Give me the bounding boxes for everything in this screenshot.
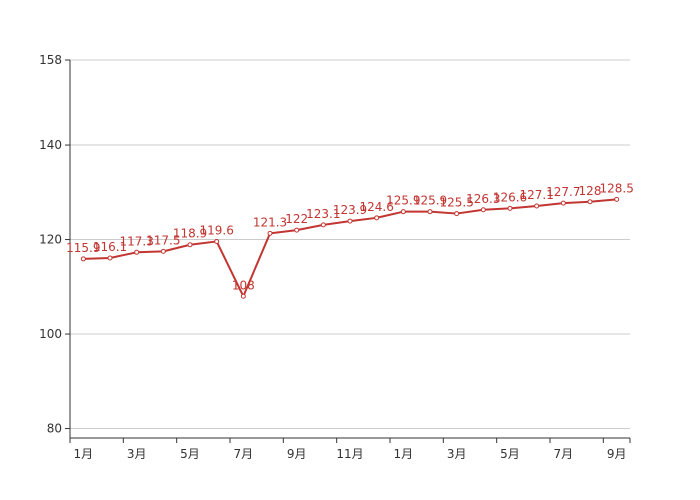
x-tick-label: 1月: [394, 447, 414, 461]
data-point: [454, 211, 460, 217]
series-group: [80, 196, 620, 299]
x-tick-label: 9月: [287, 447, 307, 461]
data-point: [187, 242, 193, 248]
data-label: 116.1: [93, 240, 127, 254]
data-point: [294, 227, 300, 233]
x-tick-label: 7月: [234, 447, 254, 461]
data-point: [107, 255, 113, 261]
x-tick-label: 1月: [74, 447, 94, 461]
data-point: [587, 199, 593, 205]
y-tick-label: 80: [47, 422, 62, 436]
data-point: [320, 222, 326, 228]
data-label: 124.6: [359, 200, 393, 214]
data-point: [534, 203, 540, 209]
data-label: 125.9: [413, 194, 447, 208]
data-label: 126.6: [493, 190, 527, 204]
data-point: [480, 207, 486, 213]
data-point: [267, 230, 273, 236]
y-tick-label: 158: [39, 53, 62, 67]
data-label: 123.9: [333, 203, 367, 217]
data-label: 117.3: [119, 234, 153, 248]
x-tick-label: 9月: [607, 447, 627, 461]
data-label: 127.7: [546, 185, 580, 199]
y-tick-label: 120: [39, 233, 62, 247]
data-point: [160, 248, 166, 254]
data-label: 122: [285, 212, 308, 226]
x-tick-label: 7月: [554, 447, 574, 461]
data-point: [240, 293, 246, 299]
data-label: 128: [579, 184, 602, 198]
data-point: [560, 200, 566, 206]
data-label: 125.9: [386, 194, 420, 208]
data-label: 117.5: [146, 233, 180, 247]
data-point: [427, 209, 433, 215]
x-tick-label: 5月: [180, 447, 200, 461]
y-tick-label: 100: [39, 327, 62, 341]
x-tick-label: 11月: [336, 447, 363, 461]
data-label: 121.3: [253, 215, 287, 229]
data-label: 118.9: [173, 227, 207, 241]
data-label: 128.5: [599, 181, 633, 195]
grid-lines: [70, 59, 630, 430]
data-point: [347, 218, 353, 224]
data-point: [134, 249, 140, 255]
data-label: 125.5: [439, 196, 473, 210]
data-labels: 115.9116.1117.3117.5118.9119.6108121.312…: [66, 181, 634, 292]
data-point: [80, 256, 86, 262]
data-point: [374, 215, 380, 221]
data-point: [400, 209, 406, 215]
data-point: [614, 196, 620, 202]
x-tick-label: 3月: [127, 447, 147, 461]
data-label: 127.1: [519, 188, 553, 202]
data-label: 123.1: [306, 207, 340, 221]
x-tick-label: 5月: [500, 447, 520, 461]
data-label: 119.6: [199, 223, 233, 237]
data-label: 126.3: [466, 192, 500, 206]
data-point: [214, 238, 220, 244]
data-point: [507, 205, 513, 211]
x-tick-label: 3月: [447, 447, 467, 461]
y-tick-label: 140: [39, 138, 62, 152]
axes: 80 100 120 140 158 1月 3月 5月 7月 9月 11月 1月 3月 5月 7月 9月: [39, 53, 631, 461]
data-label: 108: [232, 278, 255, 292]
data-label: 115.9: [66, 241, 100, 255]
